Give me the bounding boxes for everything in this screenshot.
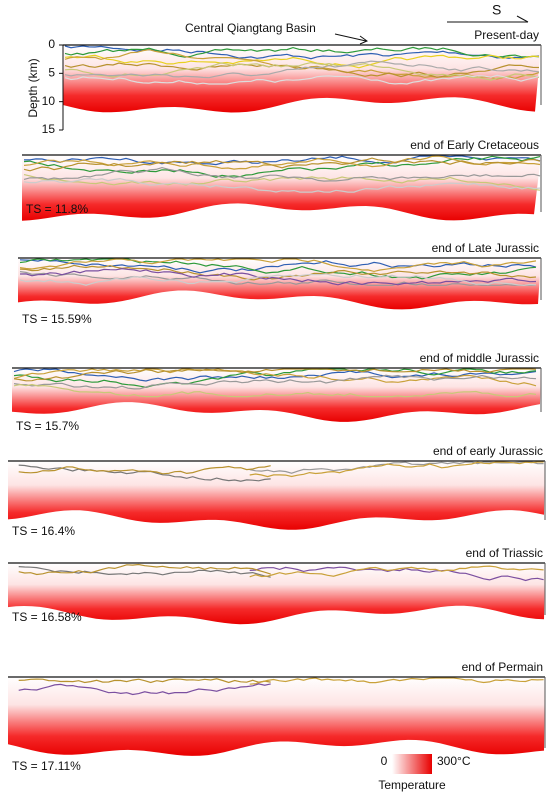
colorbar-max: 300°C bbox=[437, 754, 471, 768]
ts-label: TS = 16.58% bbox=[12, 610, 82, 624]
horizon bbox=[18, 683, 271, 696]
horizon bbox=[19, 258, 537, 273]
temperature-field bbox=[8, 461, 545, 530]
annotation: Central Qiangtang Basin bbox=[185, 21, 316, 35]
horizon bbox=[18, 465, 271, 475]
panel-label: end of middle Jurassic bbox=[420, 351, 539, 365]
horizon bbox=[64, 61, 540, 81]
ts-label: TS = 15.59% bbox=[22, 312, 92, 326]
panel-label: end of Permain bbox=[462, 660, 543, 674]
horizon bbox=[249, 677, 544, 685]
horizon bbox=[64, 54, 540, 69]
panel-label: end of Late Jurassic bbox=[432, 241, 539, 255]
horizon bbox=[64, 60, 540, 79]
ts-label: TS = 15.7% bbox=[16, 419, 79, 433]
horizon bbox=[23, 155, 541, 166]
ts-label: TS = 16.4% bbox=[12, 524, 75, 538]
depth-axis-label: Depth (km) bbox=[26, 58, 40, 117]
colorbar-min: 0 bbox=[381, 754, 388, 768]
horizon bbox=[13, 368, 537, 382]
colorbar bbox=[392, 754, 432, 774]
horizon bbox=[23, 177, 541, 193]
temperature-field bbox=[63, 45, 541, 113]
colorbar-label: Temperature bbox=[378, 778, 446, 792]
direction-label: S bbox=[492, 2, 501, 18]
horizon bbox=[249, 565, 544, 578]
depth-tick-label: 10 bbox=[42, 94, 56, 108]
horizon bbox=[249, 566, 544, 582]
horizon bbox=[19, 267, 537, 286]
horizon bbox=[23, 155, 541, 178]
depth-tick-label: 5 bbox=[48, 66, 55, 80]
horizon bbox=[19, 271, 536, 286]
ts-label: TS = 17.11% bbox=[12, 759, 81, 773]
direction-arrow bbox=[447, 15, 529, 23]
horizon bbox=[13, 383, 537, 398]
depth-tick-label: 15 bbox=[42, 122, 56, 136]
horizon bbox=[64, 46, 540, 58]
horizon bbox=[19, 258, 537, 274]
annotation-arrow bbox=[334, 33, 369, 45]
horizon bbox=[19, 258, 537, 280]
horizon bbox=[23, 174, 541, 191]
temperature-field bbox=[8, 677, 545, 756]
horizon bbox=[19, 273, 537, 286]
horizon bbox=[13, 374, 537, 390]
horizon bbox=[18, 464, 271, 482]
panel-label: end of Early Cretaceous bbox=[410, 138, 539, 152]
horizon bbox=[18, 563, 271, 576]
horizon bbox=[18, 566, 271, 578]
horizon bbox=[64, 74, 540, 85]
ts-label: TS = 11.8% bbox=[26, 202, 88, 216]
panel-label: Present-day bbox=[474, 28, 539, 42]
depth-tick-label: 0 bbox=[48, 37, 55, 51]
panel-label: end of early Jurassic bbox=[433, 444, 543, 458]
temperature-field bbox=[8, 563, 545, 625]
horizon bbox=[13, 368, 537, 382]
horizon bbox=[23, 166, 541, 182]
panel-label: end of Triassic bbox=[466, 546, 543, 560]
horizon bbox=[249, 461, 544, 478]
horizon bbox=[23, 157, 541, 172]
horizon bbox=[13, 368, 537, 387]
horizon bbox=[18, 678, 271, 684]
